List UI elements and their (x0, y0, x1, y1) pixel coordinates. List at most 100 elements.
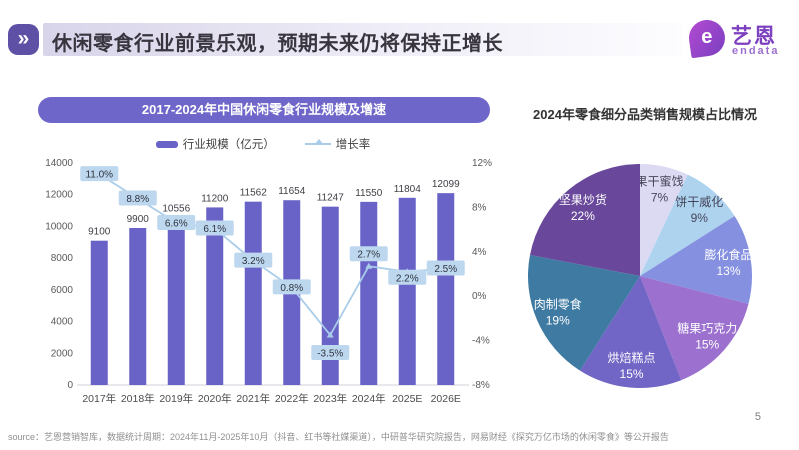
growth-label: 6.1% (203, 224, 226, 235)
bar (90, 240, 108, 385)
title-highlight-bar (43, 23, 683, 56)
x-axis-label: 2026E (431, 393, 461, 405)
bar (360, 201, 378, 385)
pie-slice-percent: 15% (620, 367, 644, 381)
growth-label-box (157, 214, 196, 230)
left-axis-tick: 14000 (45, 158, 73, 169)
pie-slice (528, 255, 640, 371)
pie-slice-label: 坚果炒货 (559, 192, 607, 207)
endata-logo: e 艺恩 endata (686, 12, 789, 68)
bar-value-label: 9100 (88, 227, 111, 238)
bar (437, 193, 455, 385)
category-share-pie-chart: 果干蜜饯 7% 饼干威化 9% 膨化食品 13% 糖果巧克力 15% 烘焙糕点 15% 肉制零食 19… (528, 164, 753, 388)
right-axis-tick: -4% (472, 336, 490, 347)
pie-slice-label: 膨化食品 (704, 247, 752, 262)
pie-slice-percent: 7% (651, 191, 669, 205)
bar-value-label: 11550 (355, 188, 383, 199)
right-chart-title: 2024年零食细分品类销售规模占比情况 (533, 107, 757, 122)
pie-slice-percent: 22% (571, 209, 595, 223)
right-axis-tick: 8% (472, 202, 487, 213)
bar-value-label: 9900 (127, 214, 150, 225)
growth-label-box (80, 166, 119, 182)
growth-label-box (195, 220, 234, 236)
bar (321, 206, 339, 385)
page-title: 休闲零食行业前景乐观，预期未来仍将保持正增长 (52, 33, 503, 55)
line-swatch-icon (304, 139, 331, 145)
left-axis-tick: 4000 (51, 317, 74, 328)
logo-name-cn: 艺恩 (731, 25, 777, 48)
pie-slice-label: 糖果巧克力 (677, 320, 737, 335)
x-axis-label: 2021年 (236, 392, 270, 405)
x-axis-label: 2025E (392, 393, 422, 405)
legend-item-industry-scale: 行业规模（亿元） (155, 136, 275, 152)
bar-value-label: 10556 (162, 204, 190, 215)
left-axis-tick: 8000 (51, 253, 74, 264)
bar-value-label: 11247 (317, 193, 345, 204)
growth-label: 2.2% (396, 273, 419, 284)
growth-label-box (272, 279, 311, 295)
x-axis-label: 2017年 (82, 392, 116, 405)
pie-slice-percent: 15% (695, 337, 719, 351)
right-axis-tick: -8% (472, 380, 490, 391)
growth-label: 2.5% (434, 264, 457, 275)
growth-label: -3.5% (317, 349, 343, 360)
pie-slice-percent: 13% (716, 264, 740, 278)
growth-label-box (426, 260, 465, 276)
bar (398, 197, 416, 385)
left-axis-tick: 6000 (51, 285, 74, 296)
bar-swatch-icon (155, 140, 178, 148)
growth-label-box (118, 190, 157, 206)
left-axis-tick: 10000 (45, 221, 73, 232)
growth-label: 3.2% (242, 256, 265, 267)
pie-slice (640, 174, 735, 276)
endata-e-icon: e (686, 17, 728, 59)
pie-slice-percent: 19% (546, 314, 570, 328)
growth-label: 11.0% (85, 170, 113, 181)
x-axis-label: 2018年 (121, 392, 155, 405)
chart-legend: 行业规模（亿元） 增长率 (35, 136, 491, 152)
double-chevron-icon: » (8, 24, 39, 55)
pie-slice (640, 164, 688, 276)
growth-label-box (388, 269, 427, 285)
right-axis-tick: 4% (472, 247, 487, 258)
bar-value-label: 11804 (394, 184, 422, 195)
line-marker (365, 262, 373, 269)
x-axis-label: 2022年 (275, 392, 309, 405)
pie-slice-label: 肉制零食 (534, 297, 582, 312)
growth-label: 0.8% (280, 283, 303, 294)
pie-slice-label: 烘焙糕点 (608, 350, 656, 365)
line-marker (326, 331, 334, 338)
x-axis-label: 2019年 (159, 392, 193, 405)
right-axis-tick: 0% (472, 291, 487, 302)
bar (244, 201, 262, 385)
growth-label-box (349, 246, 388, 262)
x-axis-label: 2020年 (198, 392, 232, 405)
page-number: 5 (754, 411, 761, 423)
growth-label: 6.6% (165, 218, 188, 229)
pie-slice-percent: 9% (691, 211, 709, 225)
pie-slice-label: 果干蜜饯 (636, 174, 684, 189)
pie-slice (579, 276, 682, 388)
pie-slice-label: 饼干威化 (675, 195, 723, 209)
bar (167, 217, 185, 385)
left-axis-tick: 12000 (45, 190, 73, 201)
legend-label: 行业规模（亿元） (182, 139, 275, 151)
legend-item-growth-rate: 增长率 (304, 136, 371, 152)
growth-label: 2.7% (357, 250, 380, 261)
growth-label-box (311, 345, 350, 361)
growth-label-box (234, 252, 273, 268)
source-note: source：艺恩营销智库，数据统计周期：2024年11月-2025年10月（抖… (8, 432, 669, 442)
bar-value-label: 11654 (278, 186, 306, 197)
right-axis-tick: 12% (472, 158, 492, 169)
logo-name-en: endata (732, 45, 780, 57)
legend-label: 增长率 (335, 139, 371, 151)
pie-slice (529, 164, 640, 276)
bar (206, 207, 224, 385)
bar-value-label: 11200 (201, 193, 229, 204)
pie-slice (640, 215, 752, 304)
growth-label: 8.8% (126, 194, 149, 205)
industry-scale-growth-chart: 0 2000 4000 6000 8000 10000 12000 14000 -8% -4% 0%… (45, 158, 492, 405)
left-chart-title: 2017-2024年中国休闲零食行业规模及增速 (38, 97, 490, 123)
bar-value-label: 12099 (432, 179, 460, 190)
left-axis-tick: 0 (67, 380, 73, 391)
